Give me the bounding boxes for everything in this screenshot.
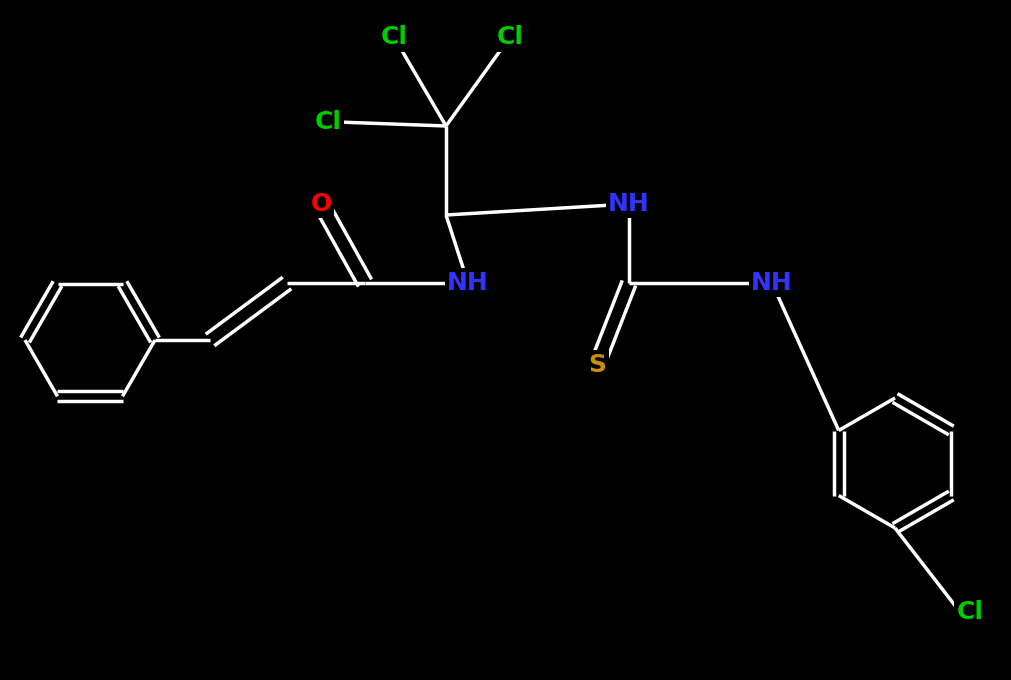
Text: S: S: [587, 353, 606, 377]
Text: Cl: Cl: [380, 25, 407, 49]
Text: Cl: Cl: [496, 25, 523, 49]
Text: NH: NH: [608, 192, 649, 216]
Text: O: O: [310, 192, 332, 216]
Text: Cl: Cl: [955, 600, 983, 624]
Text: NH: NH: [750, 271, 792, 295]
Text: Cl: Cl: [314, 110, 341, 134]
Text: NH: NH: [447, 271, 488, 295]
